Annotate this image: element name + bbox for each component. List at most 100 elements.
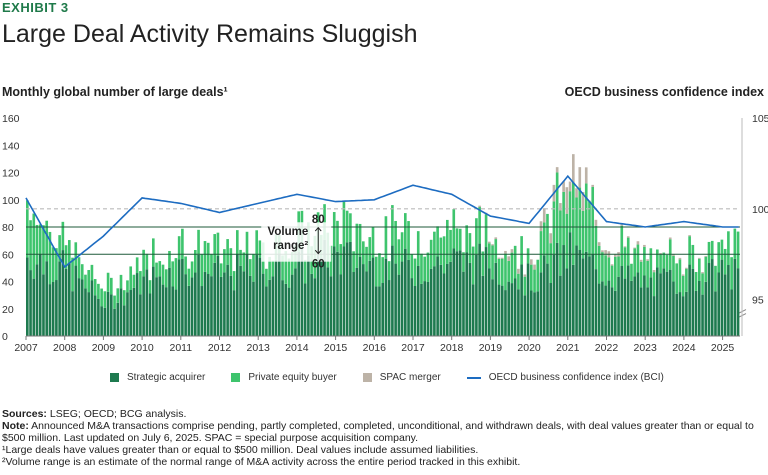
bar-spac [698, 257, 701, 259]
bar-strategic [720, 259, 724, 336]
bar-pe [365, 246, 368, 272]
bar-strategic [381, 282, 385, 336]
bar-pe [584, 183, 588, 252]
x-tick-label: 2024 [672, 342, 696, 353]
bar-pe [452, 209, 456, 249]
bar-strategic [617, 276, 620, 336]
y2-tick-label: 105 [752, 113, 768, 125]
bar-spac [639, 259, 643, 262]
bar-spac [539, 221, 543, 232]
bar-strategic [313, 278, 317, 336]
bar-pe [352, 251, 355, 273]
bar-spac [530, 259, 533, 265]
bar-pe [446, 219, 449, 264]
bar-spac [562, 181, 565, 192]
bar-pe [90, 264, 94, 281]
bar-strategic [184, 274, 187, 336]
bar-pe [710, 240, 714, 260]
bar-pe [478, 207, 481, 244]
bar-strategic [523, 295, 527, 336]
bar-strategic [588, 256, 591, 336]
bar-spac [549, 233, 553, 244]
bar-strategic [623, 278, 627, 336]
bar-pe [213, 234, 217, 263]
x-tick-label: 2008 [53, 342, 77, 353]
bar-pe [594, 225, 598, 270]
bar-strategic [639, 287, 643, 336]
bar-strategic [103, 307, 107, 336]
bar-pe [588, 201, 591, 257]
bar-pe [281, 255, 284, 281]
bar-pe [436, 226, 439, 257]
bar-strategic [181, 259, 184, 336]
bar-pe [678, 259, 682, 293]
bar-strategic [736, 268, 740, 336]
bar-strategic [665, 271, 669, 336]
bar-strategic [281, 280, 284, 336]
legend: Strategic acquirer Private equity buyer … [110, 372, 690, 383]
bar-pe [177, 236, 181, 260]
bar-pe [484, 214, 488, 248]
y-tick-label: 100 [2, 195, 20, 207]
bar-pe [517, 273, 520, 290]
bar-pe [546, 213, 549, 264]
bar-pe [607, 257, 611, 281]
bar-strategic [284, 283, 288, 336]
legend-swatch-strategic [110, 373, 119, 382]
bar-strategic [416, 265, 420, 336]
volume-range-label-line1: Volume [268, 226, 309, 238]
bar-strategic [84, 288, 87, 336]
bar-strategic [633, 276, 637, 336]
bar-strategic [290, 274, 294, 336]
bar-spac [568, 181, 572, 192]
bar-pe [268, 256, 271, 280]
bar-strategic [539, 272, 543, 336]
bar-pe [26, 200, 29, 258]
bar-pe [51, 247, 55, 282]
bar-strategic [329, 276, 333, 336]
bar-strategic [177, 259, 181, 336]
y-tick-label: 40 [2, 277, 14, 289]
bar-strategic [413, 285, 417, 336]
bar-spac [581, 191, 585, 211]
bar-strategic [248, 275, 252, 336]
bar-pe [287, 258, 291, 288]
bar-pe [626, 237, 630, 266]
bar-pe [675, 263, 679, 294]
bar-strategic [245, 254, 249, 336]
bar-strategic [171, 286, 175, 336]
bar-strategic [80, 279, 84, 336]
footnote-1: ¹Large deals have values greater than or… [2, 444, 479, 456]
bar-strategic [300, 248, 304, 336]
volume-range-arrowhead-down [314, 249, 322, 255]
bar-pe [601, 252, 604, 282]
bar-pe [132, 274, 136, 288]
bar-spac [678, 257, 682, 260]
bar-strategic [145, 269, 149, 336]
bar-strategic [433, 266, 436, 336]
bar-strategic [597, 283, 601, 336]
bar-strategic [656, 267, 659, 336]
bar-strategic [691, 268, 695, 336]
bar-pe [539, 231, 543, 273]
bar-pe [110, 277, 113, 295]
bar-strategic [410, 278, 414, 336]
bar-pe [481, 251, 485, 276]
bar-strategic [255, 255, 259, 336]
bar-pe [126, 280, 129, 293]
bar-strategic [526, 263, 530, 336]
bar-spac [614, 254, 617, 257]
bar-strategic [371, 257, 375, 336]
footnote-2: ²Volume range is an estimate of the norm… [2, 456, 521, 468]
bar-strategic [462, 271, 465, 336]
bar-pe [604, 255, 607, 286]
bar-strategic [93, 295, 97, 336]
bar-strategic [368, 260, 372, 336]
bar-pe [239, 249, 242, 266]
bar-pe [148, 280, 152, 294]
bar-pe [465, 225, 469, 253]
bar-spac [701, 272, 704, 274]
legend-label-bci: OECD business confidence index (BCI) [488, 372, 664, 383]
bar-strategic [426, 281, 430, 336]
bar-strategic [339, 274, 343, 336]
